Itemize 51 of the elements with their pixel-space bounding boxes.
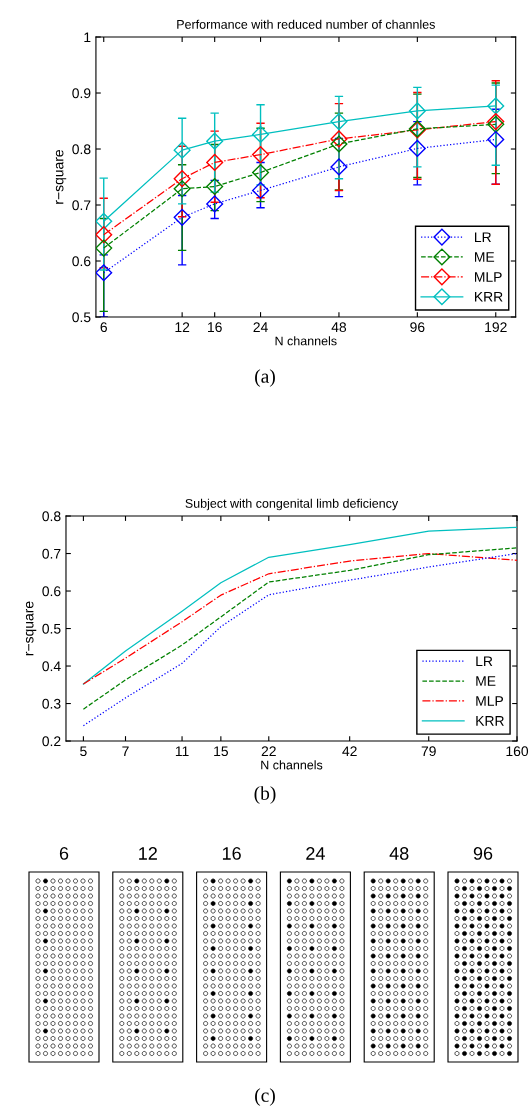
x-tick-label: 48	[331, 322, 347, 333]
x-tick-label: 192	[485, 322, 507, 333]
text: (c)	[255, 1088, 275, 1106]
text: 24	[306, 847, 325, 860]
y-tick-label: 0.6	[72, 256, 91, 267]
text: (b)	[254, 786, 276, 804]
x-tick-label: 96	[410, 322, 425, 333]
x-tick-label: 79	[421, 746, 436, 757]
chart-title: Subject with congenital limb deficiency	[185, 498, 399, 511]
text: (a)	[255, 369, 275, 387]
text: 96	[473, 847, 493, 860]
legend-label: LR	[475, 232, 491, 242]
x-tick-label: 5	[80, 746, 87, 757]
y-tick-label: 0.5	[42, 623, 61, 634]
text: 48	[389, 847, 409, 860]
x-tick-label: 6	[100, 322, 107, 333]
y-tick-label: 0.4	[42, 661, 61, 672]
legend-label: LR	[476, 656, 493, 666]
y-tick-label: 0.5	[72, 312, 91, 323]
legend-label: MLP	[475, 272, 502, 282]
y-tick-label: 0.9	[72, 88, 91, 99]
x-tick-label: 24	[253, 322, 268, 332]
x-tick-label: 12	[175, 322, 190, 332]
text: 16	[222, 847, 241, 860]
y-tick-label: 0.7	[72, 200, 91, 211]
text: 6	[59, 847, 69, 860]
y-axis-title: r−square	[25, 601, 37, 656]
y-tick-label: 0.6	[42, 586, 61, 597]
chart-title: Performance with reduced number of channles	[177, 19, 435, 29]
x-axis-title: N channels	[275, 336, 337, 346]
legend-label: KRR	[475, 292, 503, 302]
x-tick-label: 160	[506, 746, 529, 757]
y-tick-label: 0.8	[42, 511, 61, 522]
text: 12	[139, 847, 157, 860]
y-tick-label: 0.7	[42, 548, 61, 559]
x-tick-label: 15	[214, 746, 228, 757]
y-tick-label: 0.3	[42, 698, 61, 709]
legend-label: ME	[476, 676, 496, 686]
legend-label: ME	[475, 252, 495, 262]
x-tick-label: 11	[175, 746, 189, 756]
y-tick-label: 0.8	[72, 144, 91, 155]
x-tick-label: 16	[208, 322, 222, 333]
x-axis-title: N channels	[261, 760, 323, 770]
x-tick-label: 42	[342, 746, 357, 756]
legend-label: MLP	[476, 696, 504, 706]
y-tick-label: 1	[84, 32, 91, 43]
x-tick-label: 7	[122, 746, 129, 756]
y-axis-title: r−square	[55, 150, 67, 204]
legend-label: KRR	[476, 716, 504, 726]
x-tick-label: 22	[261, 746, 276, 756]
y-tick-label: 0.2	[42, 736, 61, 747]
